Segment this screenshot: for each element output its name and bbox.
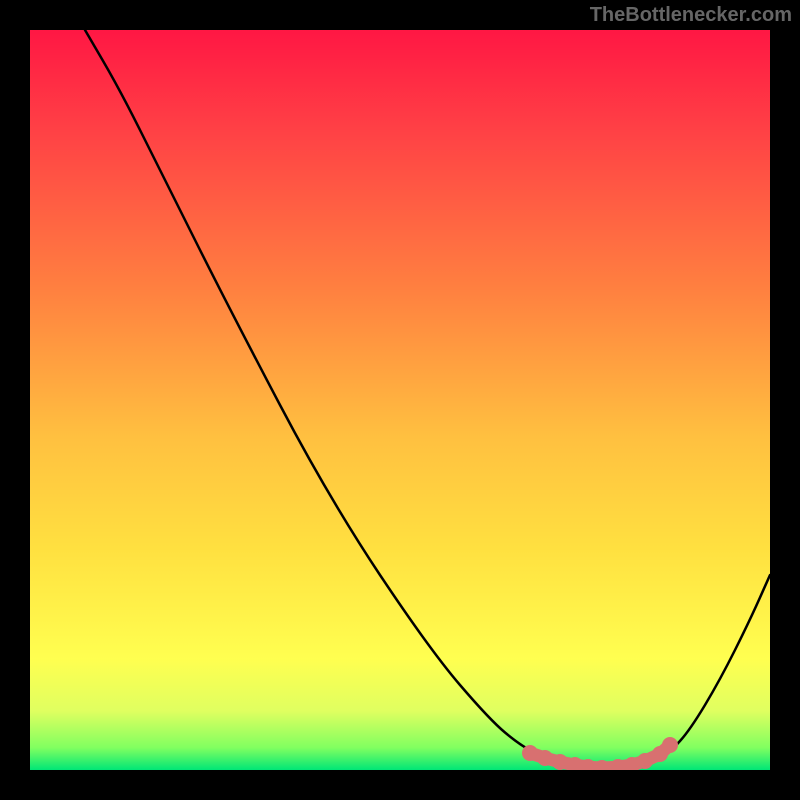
chart-area — [30, 30, 770, 770]
bottleneck-chart — [30, 30, 770, 770]
watermark-text: TheBottlenecker.com — [590, 4, 792, 27]
